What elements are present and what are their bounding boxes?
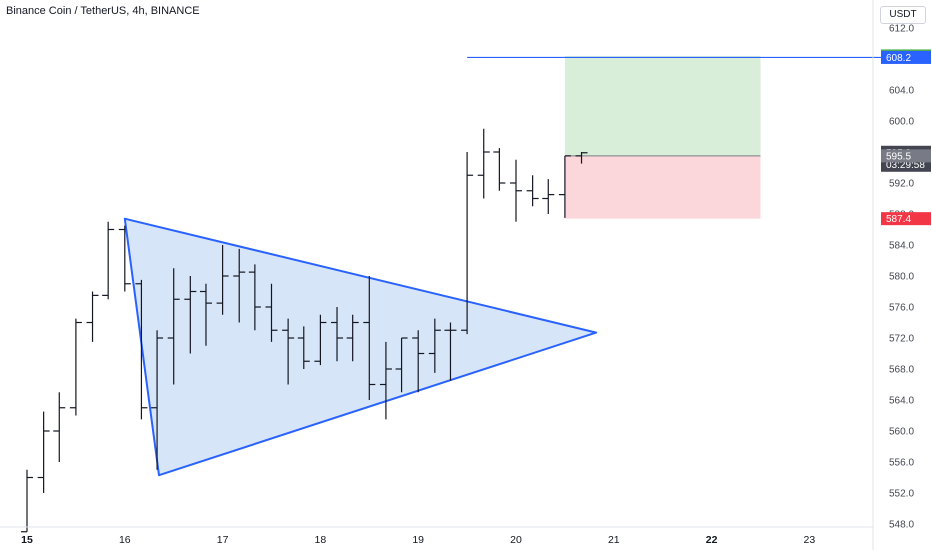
price-axis: 548.0 552.0 556.0 560.0 564.0 568.0 572.0 576.0… [889,24,914,531]
ohlc-bar [379,341,392,420]
time-tick-label: 16 [119,534,131,546]
price-tick-label: 548.0 [889,520,914,531]
ohlc-bar [444,322,457,381]
ohlc-bar [21,469,33,533]
ohlc-bar [428,318,441,373]
time-tick-label: 21 [608,534,620,546]
ohlc-bar [135,279,148,420]
price-tick-label: 592.0 [889,179,914,190]
triangle-pattern [123,217,598,477]
ohlc-bar [395,337,408,393]
ohlc-bar [102,221,115,300]
ohlc-bar [86,291,99,342]
ohlc-bar [37,411,50,493]
price-tick-label: 552.0 [889,489,914,500]
triangle-shape [123,217,598,477]
price-badge: 587.4 [881,212,931,226]
time-tick-label: 23 [804,534,816,546]
price-tick-label: 556.0 [889,458,914,469]
ohlc-bar [575,152,588,164]
price-badge: 595.5 [881,149,931,163]
time-tick-label: 17 [217,534,229,546]
price-tick-label: 564.0 [889,396,914,407]
time-tick-label: 20 [510,534,522,546]
currency-selector[interactable]: USDT [880,6,926,24]
ohlc-bar [53,392,66,462]
ohlc-bar [558,155,571,218]
ohlc-bar [167,268,180,385]
price-tick-label: 580.0 [889,272,914,283]
price-badge-bg [881,149,931,163]
price-tick-label: 576.0 [889,303,914,314]
ohlc-bar [542,179,555,214]
ohlc-bar [314,314,327,366]
price-badge-countdown: 03:29:58 [886,160,925,171]
price-badge: 608.2 [881,50,931,64]
price-badge-value: 608.2 [886,53,911,64]
ohlc-bar [282,318,295,385]
time-tick-label: 15 [21,534,33,546]
price-tick-label: 604.0 [889,86,914,97]
loss-zone [564,155,761,219]
ohlc-bar [331,307,344,362]
ohlc-bar [151,330,164,470]
price-tick-label: 584.0 [889,241,914,252]
ohlc-bar [412,330,425,393]
ohlc-bar [265,283,278,342]
ohlc-bar [199,283,212,346]
position-zones [564,55,761,219]
ohlc-bar [363,276,376,400]
ohlc-bar [216,245,229,315]
ohlc-bar [526,175,539,207]
chart-title: Binance Coin / TetherUS, 4h, BINANCE [6,5,200,17]
price-badge-bg [881,50,931,64]
ohlc-bar [233,248,246,323]
price-tick-label: 560.0 [889,427,914,438]
ohlc-bar [248,264,261,331]
price-tick-label: 572.0 [889,334,914,345]
price-tick-label: 612.0 [889,24,914,35]
price-badge-value: 587.4 [886,214,911,225]
profit-zone [564,55,761,156]
ohlc-bar [184,276,197,354]
ohlc-bar [477,128,490,199]
price-badge-value: 595.5 [886,151,911,162]
ohlc-bar [461,152,474,335]
time-tick-label: 22 [706,534,718,546]
price-badge-bg [881,212,931,226]
price-tick-label: 600.0 [889,117,914,128]
price-tick-label: 568.0 [889,365,914,376]
time-tick-label: 18 [315,534,327,546]
ohlc-bar [346,314,359,362]
ohlc-bar [118,225,131,292]
time-axis: 15 16 17 18 19 20 21 22 23 [21,534,815,546]
ohlc-bar [69,318,82,416]
ohlc-bars [21,128,588,533]
ohlc-bar [510,159,522,222]
ohlc-bar [493,148,506,191]
ohlc-bar [297,326,310,369]
time-tick-label: 19 [412,534,424,546]
